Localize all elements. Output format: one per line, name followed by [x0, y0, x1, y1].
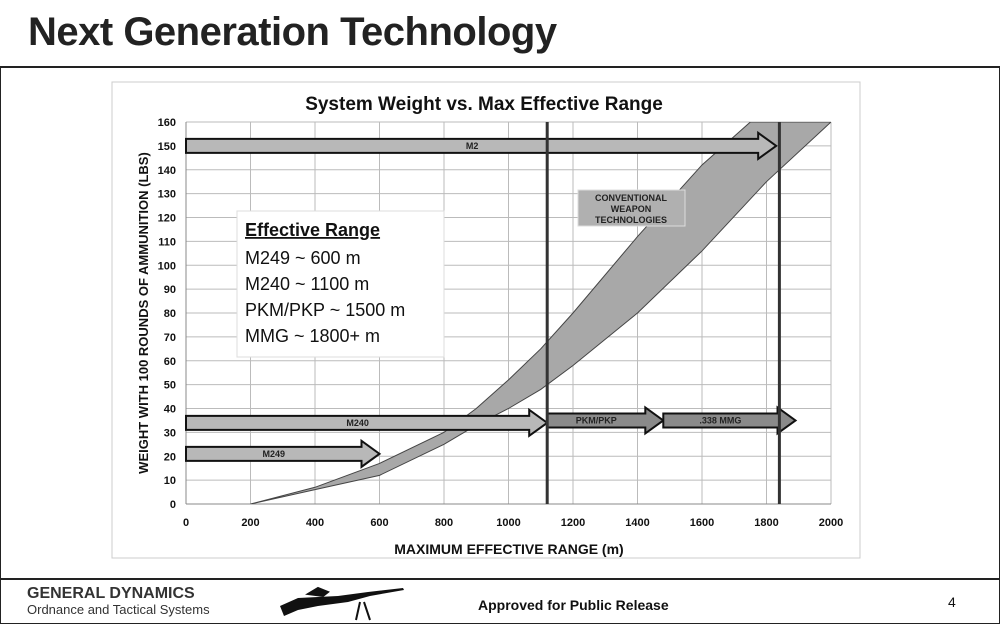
chart-title: System Weight vs. Max Effective Range — [305, 94, 663, 115]
machine-gun-icon — [280, 586, 404, 621]
division-name: Ordnance and Tactical Systems — [27, 602, 210, 617]
weapon-arrow — [546, 405, 666, 436]
y-tick-label: 100 — [158, 260, 176, 272]
x-tick-label: 1000 — [496, 517, 520, 529]
weapon-arrow-label: .338 MMG — [699, 415, 741, 425]
y-tick-label: 140 — [158, 165, 176, 177]
x-axis-title: MAXIMUM EFFECTIVE RANGE (m) — [394, 541, 623, 557]
page-number: 4 — [948, 594, 956, 610]
chart: System Weight vs. Max Effective Range 0 20… — [111, 81, 861, 559]
effective-range-item: M249 ~ 600 m — [245, 248, 361, 268]
y-tick-label: 150 — [158, 141, 176, 153]
x-tick-label: 1400 — [625, 517, 649, 529]
weapon-arrow — [662, 405, 798, 436]
y-tick-label: 50 — [164, 380, 176, 392]
effective-range-item: MMG ~ 1800+ m — [245, 326, 380, 346]
y-tick-label: 90 — [164, 284, 176, 296]
weapon-arrow-label: M2 — [466, 141, 479, 151]
band-label-text: TECHNOLOGIES — [595, 215, 667, 225]
x-tick-label: 1600 — [690, 517, 714, 529]
effective-range-heading: Effective Range — [245, 220, 380, 240]
band-label-text: CONVENTIONAL — [595, 193, 668, 203]
y-tick-label: 70 — [164, 332, 176, 344]
x-tick-label: 600 — [370, 517, 388, 529]
weapon-arrow — [185, 407, 549, 438]
title-divider — [0, 66, 1000, 68]
y-tick-label: 110 — [158, 236, 176, 248]
x-tick-label: 200 — [241, 517, 259, 529]
y-tick-label: 130 — [158, 189, 176, 201]
y-axis-title: WEIGHT WITH 100 ROUNDS OF AMMUNITION (LB… — [136, 152, 151, 474]
y-tick-label: 30 — [164, 427, 176, 439]
release-notice: Approved for Public Release — [478, 597, 669, 613]
y-tick-label: 120 — [158, 213, 176, 225]
effective-range-item: PKM/PKP ~ 1500 m — [245, 300, 405, 320]
effective-range-item: M240 ~ 1100 m — [245, 274, 369, 294]
y-tick-label: 80 — [164, 308, 176, 320]
weapon-arrow-label: M240 — [346, 418, 369, 428]
band-label-box — [577, 189, 686, 227]
x-tick-label: 1200 — [561, 517, 585, 529]
y-tick-label: 10 — [164, 475, 176, 487]
footer-divider — [0, 578, 1000, 580]
weapon-arrow-label: M249 — [262, 449, 285, 459]
x-tick-label: 0 — [183, 517, 189, 529]
band-label-text: WEAPON — [611, 204, 652, 214]
y-tick-label: 0 — [170, 499, 176, 511]
effective-range-box — [236, 210, 445, 358]
weapon-arrow — [185, 130, 778, 161]
weapon-arrow-label: PKM/PKP — [576, 415, 617, 425]
x-tick-label: 800 — [435, 517, 453, 529]
y-tick-label: 160 — [158, 117, 176, 129]
weapon-arrow — [185, 438, 382, 469]
y-tick-label: 60 — [164, 356, 176, 368]
brand-logo-text: GENERAL DYNAMICS — [27, 585, 195, 602]
x-tick-label: 400 — [306, 517, 324, 529]
slide-title: Next Generation Technology — [28, 10, 557, 54]
x-tick-label: 1800 — [754, 517, 778, 529]
x-tick-label: 2000 — [819, 517, 843, 529]
y-tick-label: 20 — [164, 451, 176, 463]
y-tick-label: 40 — [164, 404, 176, 416]
